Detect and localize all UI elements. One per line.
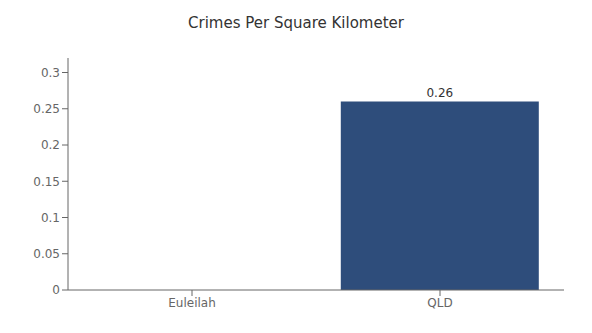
svg-text:0.05: 0.05 — [33, 247, 60, 261]
svg-text:0.26: 0.26 — [426, 86, 453, 100]
svg-text:0: 0 — [52, 283, 60, 297]
svg-text:0.2: 0.2 — [41, 138, 60, 152]
svg-text:0.15: 0.15 — [33, 175, 60, 189]
html-text:Crimes Per Square Kilometer: Crimes Per Square Kilometer — [188, 14, 404, 32]
svg-text:0.1: 0.1 — [41, 211, 60, 225]
svg-text:Euleilah: Euleilah — [168, 296, 216, 310]
svg-text:QLD: QLD — [427, 296, 452, 310]
svg-text:0.25: 0.25 — [33, 102, 60, 116]
svg-text:0.3: 0.3 — [41, 66, 60, 80]
